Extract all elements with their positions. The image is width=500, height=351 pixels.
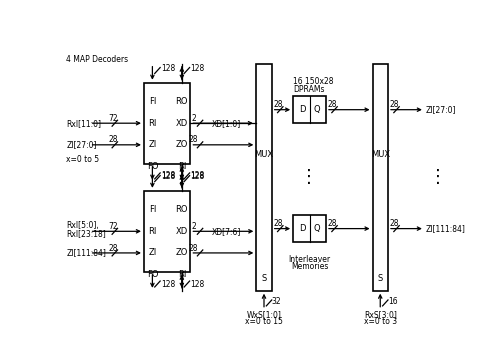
- Text: XD[7:6]: XD[7:6]: [212, 227, 241, 236]
- Text: ZO: ZO: [176, 140, 188, 149]
- Text: Q: Q: [314, 224, 320, 233]
- Text: 16 150x28: 16 150x28: [293, 77, 334, 86]
- Text: RI: RI: [178, 162, 186, 171]
- Text: ZI[111:84]: ZI[111:84]: [426, 224, 466, 233]
- Text: 16: 16: [388, 297, 398, 305]
- Bar: [372, 64, 388, 291]
- Text: D: D: [298, 224, 305, 233]
- Text: 2: 2: [191, 114, 196, 123]
- Text: ZI: ZI: [148, 249, 156, 257]
- Text: WxS[1:0]: WxS[1:0]: [246, 311, 282, 320]
- Text: FO: FO: [146, 270, 158, 279]
- Text: 2: 2: [191, 222, 196, 231]
- Text: XD: XD: [176, 227, 188, 236]
- Bar: [293, 96, 326, 123]
- Text: 128: 128: [190, 64, 204, 73]
- Text: 28: 28: [328, 100, 338, 109]
- Text: x=0 to 3: x=0 to 3: [364, 317, 397, 326]
- Text: 28: 28: [188, 244, 198, 253]
- Text: 128: 128: [161, 172, 175, 181]
- Text: x=0 to 15: x=0 to 15: [245, 317, 283, 326]
- Bar: [293, 215, 326, 242]
- Text: 72: 72: [108, 114, 118, 123]
- Text: RI: RI: [178, 270, 186, 279]
- Text: 128: 128: [161, 64, 175, 73]
- Text: RxI[5:0],: RxI[5:0],: [66, 221, 99, 230]
- Text: FI: FI: [148, 97, 156, 106]
- Text: 28: 28: [328, 219, 338, 228]
- Text: MUX: MUX: [254, 150, 274, 159]
- Text: RI: RI: [148, 119, 156, 128]
- Text: RO: RO: [176, 205, 188, 214]
- Text: 28: 28: [390, 100, 400, 109]
- Bar: [144, 83, 190, 164]
- Text: 28: 28: [188, 135, 198, 145]
- Text: ZI: ZI: [148, 140, 156, 149]
- Text: XD: XD: [176, 119, 188, 128]
- Text: ZI[27:0]: ZI[27:0]: [426, 105, 456, 114]
- Text: 128: 128: [190, 171, 204, 180]
- Text: RI: RI: [148, 227, 156, 236]
- Text: MUX: MUX: [370, 150, 390, 159]
- Text: FO: FO: [146, 162, 158, 171]
- Text: D: D: [298, 105, 305, 114]
- Text: 28: 28: [108, 244, 118, 253]
- Text: 32: 32: [272, 297, 281, 305]
- Text: 72: 72: [108, 222, 118, 231]
- Text: RxI[11:0]: RxI[11:0]: [66, 119, 102, 128]
- Text: ZO: ZO: [176, 249, 188, 257]
- Text: FI: FI: [148, 205, 156, 214]
- Text: 128: 128: [161, 279, 175, 289]
- Text: Interleaver: Interleaver: [288, 255, 331, 264]
- Text: DPRAMs: DPRAMs: [293, 85, 324, 94]
- Text: ⋮: ⋮: [300, 168, 318, 186]
- Text: XD[1:0]: XD[1:0]: [212, 119, 241, 128]
- Text: x=0 to 5: x=0 to 5: [66, 155, 100, 164]
- Text: Memories: Memories: [291, 262, 328, 271]
- Text: ⋮: ⋮: [172, 168, 190, 186]
- Text: 4 MAP Decoders: 4 MAP Decoders: [66, 55, 128, 64]
- Text: ⋮: ⋮: [430, 168, 448, 186]
- Text: 28: 28: [274, 100, 283, 109]
- Text: S: S: [378, 274, 383, 283]
- Text: ZI[111:84]: ZI[111:84]: [66, 249, 106, 257]
- Bar: [256, 64, 272, 291]
- Text: 28: 28: [108, 135, 118, 145]
- Text: 128: 128: [190, 172, 204, 181]
- Text: Q: Q: [314, 105, 320, 114]
- Text: ZI[27:0]: ZI[27:0]: [66, 140, 97, 149]
- Text: 28: 28: [390, 219, 400, 228]
- Bar: [144, 191, 190, 272]
- Text: S: S: [262, 274, 266, 283]
- Text: RxS[3:0]: RxS[3:0]: [364, 311, 396, 320]
- Text: 128: 128: [190, 279, 204, 289]
- Text: RO: RO: [176, 97, 188, 106]
- Text: RxI[23:18]: RxI[23:18]: [66, 229, 106, 238]
- Text: 128: 128: [161, 171, 175, 180]
- Text: 28: 28: [274, 219, 283, 228]
